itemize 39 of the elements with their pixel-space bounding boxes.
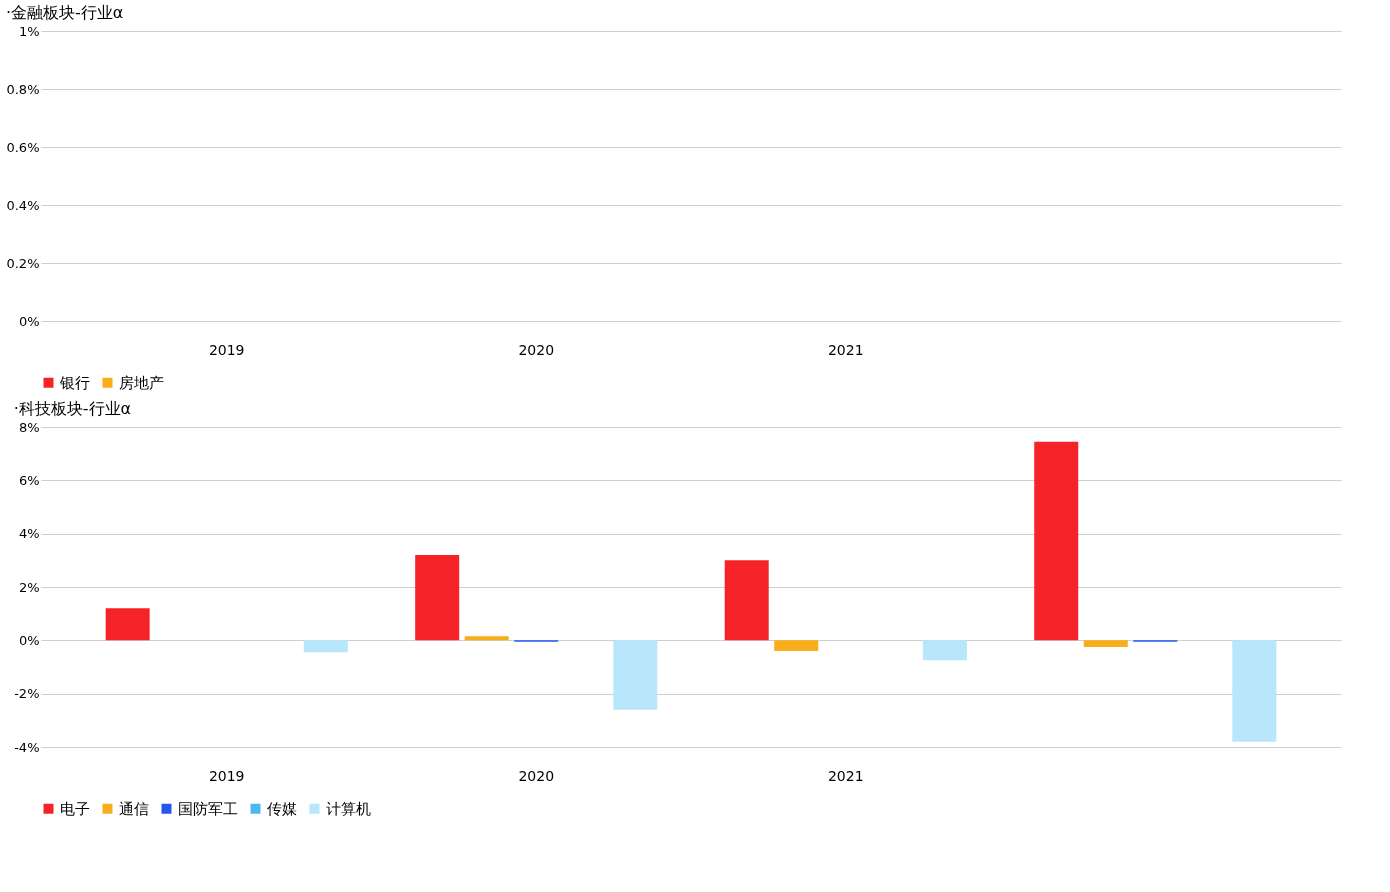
y-tick-label: 0.2% [6,255,40,271]
bar [1083,640,1128,647]
bar [1034,441,1079,641]
legend-label: 计算机 [326,799,371,818]
y-tick-label: -2% [14,686,40,702]
x-tick-label: 2020 [518,341,555,358]
x-tick-label: 2020 [518,767,555,784]
chart-title: ·科技板块-行业α [13,399,132,418]
y-tick-label: 8% [18,419,40,435]
x-tick-label: 2019 [208,767,245,784]
bar [922,640,967,661]
x-tick-label: 2021 [827,767,864,784]
y-tick-label: 0.8% [6,81,40,97]
y-tick-label: -4% [14,739,40,755]
x-tick-label: 2021 [827,341,864,358]
y-tick-label: 0% [18,632,40,648]
legend-label: 电子 [60,799,90,818]
bar [613,640,658,710]
bar [303,640,348,653]
y-tick-label: 4% [18,526,40,542]
legend-label: 银行 [59,373,90,392]
y-tick-label: 1% [18,23,40,39]
bar [1232,640,1277,742]
legend-label: 通信 [119,799,149,818]
bar [464,636,509,641]
bar [415,555,460,641]
y-tick-label: 2% [18,579,40,595]
legend-label: 传媒 [267,799,297,818]
y-tick-label: 0.4% [6,197,40,213]
bar [774,640,819,651]
bar [724,560,769,641]
y-tick-label: 0% [18,313,40,329]
bar [105,608,150,641]
y-tick-label: 0.6% [6,139,40,155]
chart-title: ·金融板块-行业α [5,3,124,22]
legend-label: 房地产 [119,373,164,392]
legend-label: 国防军工 [178,799,238,818]
y-tick-label: 6% [18,472,40,488]
x-tick-label: 2019 [208,341,245,358]
